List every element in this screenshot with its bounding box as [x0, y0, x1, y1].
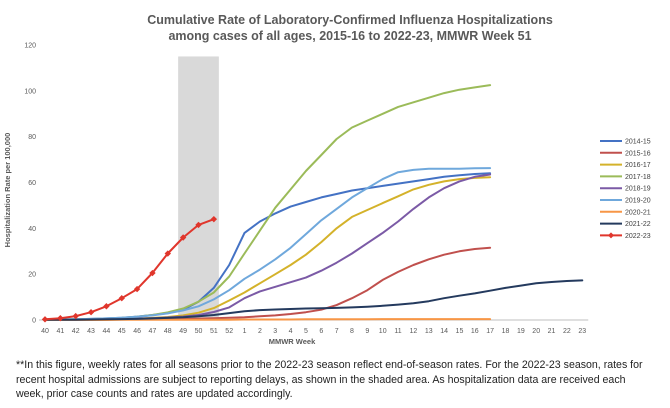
- y-tick-label: 120: [24, 43, 36, 50]
- series-line-2014-15: [44, 172, 492, 321]
- legend-label-2022-23: 2022-23: [625, 233, 651, 240]
- series-line-2018-19: [44, 173, 492, 321]
- x-tick-label: 47: [149, 328, 157, 335]
- x-tick-label: 18: [502, 328, 510, 335]
- legend-label-2016-17: 2016-17: [625, 162, 651, 169]
- x-tick-label: 17: [486, 328, 494, 335]
- chart-title-line1: Cumulative Rate of Laboratory-Confirmed …: [147, 13, 553, 27]
- x-tick-label: 5: [304, 328, 308, 335]
- x-tick-label: 10: [379, 328, 387, 335]
- series-lines: [41, 84, 584, 323]
- x-tick-label: 9: [365, 328, 369, 335]
- x-tick-label: 43: [87, 328, 95, 335]
- legend-label-2020-21: 2020-21: [625, 209, 651, 216]
- x-tick-label: 6: [319, 328, 323, 335]
- x-tick-label: 44: [103, 328, 111, 335]
- x-tick-label: 11: [394, 328, 401, 335]
- x-tick-label: 3: [273, 328, 277, 335]
- legend-label-2017-18: 2017-18: [625, 174, 651, 181]
- x-tick-label: 20: [532, 328, 540, 335]
- x-tick-label: 46: [133, 328, 141, 335]
- legend-label-2014-15: 2014-15: [625, 139, 651, 146]
- x-tick-label: 19: [517, 328, 525, 335]
- series-line-2019-20: [44, 167, 492, 321]
- data-point-2022-23: [179, 234, 187, 241]
- legend-marker-2022-23: [608, 232, 614, 239]
- y-tick-label: 80: [28, 134, 36, 141]
- y-axis-label: Hospitalization Rate per 100,000: [3, 133, 12, 248]
- y-tick-label: 60: [28, 180, 36, 187]
- legend: 2014-15 2015-16 2016-17 2017-18 2018-19 2019-…: [600, 139, 651, 240]
- data-point-2022-23: [118, 295, 125, 302]
- x-tick-label: 45: [118, 328, 126, 335]
- x-tick-label: 22: [563, 328, 571, 335]
- x-tick-label: 23: [578, 328, 586, 335]
- data-point-2022-23: [41, 316, 49, 323]
- chart-title-line2: among cases of all ages, 2015-16 to 2022…: [168, 29, 532, 43]
- data-point-2022-23: [210, 215, 218, 223]
- data-point-2022-23: [164, 250, 171, 257]
- x-tick-label: 21: [548, 328, 556, 335]
- x-tick-label: 48: [164, 328, 172, 335]
- y-tick-label: 100: [24, 88, 36, 95]
- x-tick-label: 1: [243, 328, 247, 335]
- x-tick-label: 40: [41, 328, 49, 335]
- x-tick-label: 2: [258, 328, 262, 335]
- y-tick-label: 40: [28, 226, 36, 233]
- x-tick-label: 51: [210, 328, 218, 335]
- legend-label-2018-19: 2018-19: [625, 186, 651, 193]
- y-tick-label: 20: [28, 272, 36, 279]
- x-tick-label: 50: [195, 328, 203, 335]
- data-point-2022-23: [87, 309, 95, 316]
- series-line-2021-22: [44, 279, 584, 321]
- x-tick-label: 52: [225, 328, 233, 335]
- x-tick-label: 42: [72, 328, 80, 335]
- series-line-2016-17: [44, 176, 492, 321]
- data-point-2022-23: [57, 314, 64, 322]
- y-tick-label: 0: [32, 318, 36, 325]
- legend-label-2019-20: 2019-20: [625, 198, 651, 205]
- shaded-area: [178, 56, 219, 320]
- reporting-delay-shaded-area: [178, 56, 219, 320]
- x-tick-label: 41: [56, 328, 64, 335]
- x-tick-label: 49: [179, 328, 187, 335]
- legend-label-2015-16: 2015-16: [625, 150, 651, 157]
- x-tick-label: 14: [440, 328, 448, 335]
- x-tick-label: 7: [335, 328, 339, 335]
- x-axis-label: MMWR Week: [269, 337, 316, 346]
- x-tick-label: 13: [425, 328, 433, 335]
- chart-title: Cumulative Rate of Laboratory-Confirmed …: [90, 12, 610, 44]
- x-tick-label: 4: [289, 328, 293, 335]
- data-point-2022-23: [133, 285, 141, 293]
- data-point-2022-23: [72, 312, 79, 320]
- data-point-2022-23: [149, 269, 156, 277]
- data-point-2022-23: [103, 303, 110, 310]
- x-tick-label: 12: [410, 328, 418, 335]
- legend-label-2021-22: 2021-22: [625, 221, 651, 228]
- x-tick-label: 8: [350, 328, 354, 335]
- data-point-2022-23: [195, 221, 202, 229]
- footnote: **In this figure, weekly rates for all s…: [16, 359, 643, 400]
- x-tick-label: 15: [456, 328, 464, 335]
- x-tick-label: 16: [471, 328, 479, 335]
